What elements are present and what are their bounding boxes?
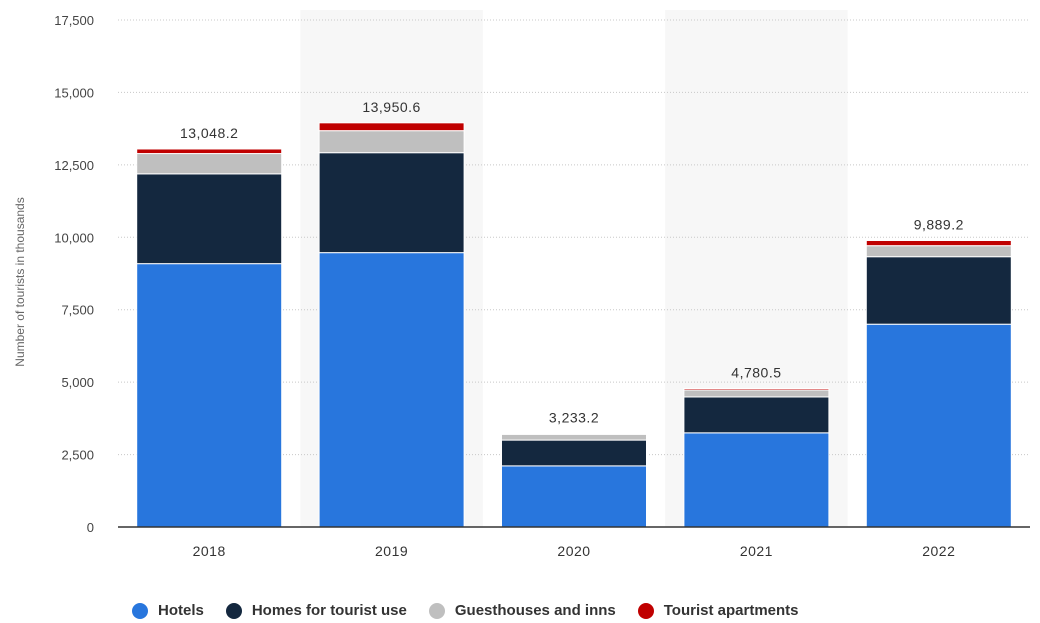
bar-segment[interactable] xyxy=(136,173,283,265)
bar-segment[interactable] xyxy=(136,263,283,528)
y-tick-label: 10,000 xyxy=(54,230,94,245)
total-label: 13,950.6 xyxy=(362,99,421,115)
bar-segment[interactable] xyxy=(683,389,830,398)
legend-label: Tourist apartments xyxy=(663,602,799,619)
legend-item[interactable]: Hotels xyxy=(132,602,204,619)
legend-marker xyxy=(428,602,445,619)
stacked-bar-chart: 0 2,500 5,000 7,500 10,000 12,500 15,000 17,500… xyxy=(13,13,1030,559)
bar-segment[interactable] xyxy=(501,432,647,435)
x-tick-label: 2019 xyxy=(375,543,408,559)
x-tick-label: 2018 xyxy=(193,543,226,559)
bar-segment[interactable] xyxy=(136,153,283,175)
bar-segment[interactable] xyxy=(683,388,830,391)
bars xyxy=(136,122,1012,528)
bar-segment[interactable] xyxy=(683,432,830,528)
y-tick-label: 17,500 xyxy=(54,13,94,28)
x-tick-label: 2021 xyxy=(740,543,773,559)
bar-segment[interactable] xyxy=(683,396,830,434)
x-tick-label: 2020 xyxy=(557,543,590,559)
legend-marker xyxy=(637,602,654,619)
bar-segment[interactable] xyxy=(318,252,465,528)
y-tick-label: 5,000 xyxy=(61,375,94,390)
bar-segment[interactable] xyxy=(318,122,465,132)
y-tick-label: 12,500 xyxy=(54,158,94,173)
legend-label: Hotels xyxy=(158,602,204,619)
bar-segment[interactable] xyxy=(865,239,1012,247)
x-tick-label: 2022 xyxy=(922,543,955,559)
total-label: 9,889.2 xyxy=(914,216,964,232)
legend: Hotels Homes for tourist use Guesthouses a… xyxy=(132,602,821,619)
total-label: 4,780.5 xyxy=(731,365,781,381)
bar-segment[interactable] xyxy=(501,439,647,467)
y-tick-label: 2,500 xyxy=(61,448,94,463)
bar-segment[interactable] xyxy=(501,433,647,441)
bar-segment[interactable] xyxy=(865,256,1012,325)
legend-marker xyxy=(225,602,242,619)
y-tick-label: 15,000 xyxy=(54,85,94,100)
bar-segment[interactable] xyxy=(865,323,1012,528)
y-axis-label: Number of tourists in thousands xyxy=(13,197,27,366)
legend-item[interactable]: Tourist apartments xyxy=(637,602,799,619)
y-tick-label: 7,500 xyxy=(61,303,94,318)
total-label: 3,233.2 xyxy=(549,409,599,425)
legend-item[interactable]: Homes for tourist use xyxy=(225,602,407,619)
legend-label: Homes for tourist use xyxy=(251,602,407,619)
total-labels: 13,048.2 13,950.6 3,233.2 4,780.5 9,889.2 xyxy=(180,99,964,425)
legend-item[interactable]: Guesthouses and inns xyxy=(428,602,616,619)
bar-segment[interactable] xyxy=(501,465,647,528)
y-axis-ticks: 0 2,500 5,000 7,500 10,000 12,500 15,000 17,500 xyxy=(54,13,94,535)
legend-marker xyxy=(132,602,148,619)
total-label: 13,048.2 xyxy=(180,125,239,141)
bar-segment[interactable] xyxy=(318,130,465,154)
bar-segment[interactable] xyxy=(865,245,1012,258)
bar-segment[interactable] xyxy=(318,152,465,254)
x-axis-ticks: 2018 2019 2020 2021 2022 xyxy=(193,543,955,559)
legend-label: Guesthouses and inns xyxy=(454,602,616,619)
y-tick-label: 0 xyxy=(87,520,94,535)
bar-segment[interactable] xyxy=(136,148,283,155)
